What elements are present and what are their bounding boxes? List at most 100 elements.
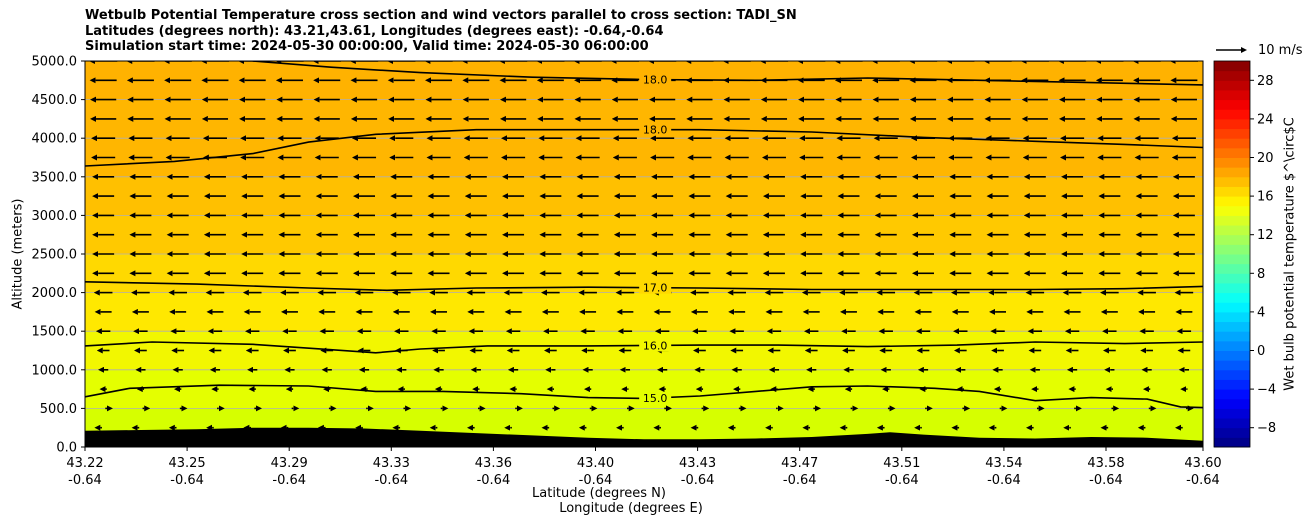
- contour-labels: 15.0 16.0 17.0 18.0 18.0: [639, 73, 672, 405]
- x-tick-label-lon: -0.64: [1186, 473, 1220, 488]
- x-tick-label-lon: -0.64: [681, 473, 715, 488]
- x-tick-label-lon: -0.64: [374, 473, 408, 488]
- x-tick-label-lat: 43.58: [1087, 456, 1124, 471]
- colorbar-tick-label: 28: [1257, 74, 1274, 89]
- colorbar-tick-label: 4: [1257, 305, 1265, 320]
- colorbar-step: [1214, 157, 1250, 168]
- colorbar-step: [1214, 128, 1250, 139]
- x-tick-label-lat: 43.51: [883, 456, 920, 471]
- contour-line: [85, 341, 1203, 354]
- colorbar-step: [1214, 360, 1250, 371]
- colorbar-step: [1214, 176, 1250, 187]
- chart-title: Wetbulb Potential Temperature cross sect…: [85, 8, 797, 55]
- x-tick-label-lat: 43.60: [1184, 456, 1221, 471]
- colorbar-step: [1214, 109, 1250, 120]
- colorbar-frame: [1213, 60, 1251, 448]
- colorbar-step: [1214, 196, 1250, 207]
- colorbar-tick-label: 16: [1257, 190, 1274, 205]
- x-tick-label-lon: -0.64: [272, 473, 306, 488]
- colorbar-tick-label: 24: [1257, 112, 1274, 127]
- colorbar-step: [1214, 321, 1250, 332]
- x-tick-label-lat: 43.36: [475, 456, 512, 471]
- field-band: [85, 176, 1203, 216]
- colorbar-step: [1214, 389, 1250, 400]
- colorbar-step: [1214, 254, 1250, 265]
- y-axis-label: Altitude (meters): [10, 198, 26, 310]
- title-line-1: Wetbulb Potential Temperature cross sect…: [85, 8, 797, 23]
- contour-label-bg: [639, 123, 672, 136]
- colorbar-step: [1214, 61, 1250, 72]
- colorbar-step: [1214, 398, 1250, 409]
- x-tick-label-lat: 43.29: [271, 456, 308, 471]
- colorbar-step: [1214, 244, 1250, 255]
- x-tick-label-lat: 43.25: [168, 456, 205, 471]
- x-axis-label-latitude: Latitude (degrees N): [532, 486, 666, 501]
- x-tick-label-lat: 43.40: [577, 456, 614, 471]
- colorbar-step: [1214, 147, 1250, 158]
- contour-line: [85, 128, 1203, 167]
- colorbar-step: [1214, 215, 1250, 226]
- colorbar-step: [1214, 331, 1250, 342]
- colorbar-step: [1214, 369, 1250, 380]
- title-line-2: Latitudes (degrees north): 43.21,43.61, …: [85, 23, 664, 39]
- colorbar-tick-label: 12: [1257, 228, 1274, 243]
- colorbar-step: [1214, 340, 1250, 351]
- colorbar-label: Wet bulb potential temperature $^\circ$C: [1282, 117, 1298, 391]
- colorbar-step: [1214, 70, 1250, 81]
- field-band: [85, 292, 1203, 332]
- colorbar-step: [1214, 302, 1250, 313]
- colorbar-step: [1214, 205, 1250, 216]
- colorbar-step: [1214, 234, 1250, 245]
- colorbar-step: [1214, 225, 1250, 236]
- colorbar-step: [1214, 437, 1250, 448]
- contour-label-bg: [639, 281, 672, 294]
- colorbar: −8 −4 0 4 8 12 16 20 24 28: [1213, 60, 1276, 448]
- y-tick-label: 3000.0: [32, 209, 78, 224]
- field-band: [85, 215, 1203, 254]
- colorbar-tick-label: 0: [1257, 344, 1265, 359]
- y-tick-label: 1500.0: [32, 325, 78, 340]
- colorbar-step: [1214, 186, 1250, 197]
- y-tick-label: 2500.0: [32, 248, 78, 263]
- colorbar-step: [1214, 89, 1250, 101]
- colorbar-step: [1214, 167, 1250, 178]
- y-axis-ticks: 0.0 500.0 1000.0 1500.0 2000.0 2500.0 3000.0 35…: [32, 55, 85, 456]
- wind-vectors: [88, 61, 1199, 431]
- x-tick-label-lon: -0.64: [477, 473, 511, 488]
- x-axis-ticks: 43.22 -0.64 43.25 -0.64 43.29 -0.64 43.33 -0.64…: [66, 447, 1222, 488]
- colorbar-step: [1214, 80, 1250, 91]
- colorbar-step: [1214, 311, 1250, 323]
- x-tick-label-lat: 43.33: [373, 456, 410, 471]
- terrain-fill: [85, 427, 1203, 447]
- y-tick-label: 3500.0: [32, 170, 78, 185]
- y-tick-label: 5000.0: [32, 55, 78, 70]
- colorbar-step: [1214, 379, 1250, 390]
- colorbar-tick-label: 20: [1257, 151, 1274, 166]
- contour-label-bg: [639, 73, 672, 86]
- x-tick-label-lat: 43.47: [781, 456, 818, 471]
- x-tick-label-lat: 43.54: [985, 456, 1022, 471]
- contour-line: [85, 384, 1203, 409]
- x-tick-label-lon: -0.64: [885, 473, 919, 488]
- x-axis-label-longitude: Longitude (degrees E): [559, 501, 703, 516]
- terrain: [85, 427, 1203, 447]
- colorbar-step: [1214, 273, 1250, 284]
- title-line-3: Simulation start time: 2024-05-30 00:00:…: [85, 39, 649, 54]
- x-tick-label-lon: -0.64: [68, 473, 102, 488]
- colorbar-step: [1214, 263, 1250, 274]
- contour-label: 18.0: [643, 74, 668, 87]
- x-tick-label-lon: -0.64: [987, 473, 1021, 488]
- colorbar-tick-label: 8: [1257, 267, 1265, 282]
- y-tick-label: 0.0: [56, 441, 77, 456]
- colorbar-step: [1214, 118, 1250, 130]
- colorbar-step: [1214, 138, 1250, 149]
- x-tick-label-lon: -0.64: [783, 473, 817, 488]
- colorbar-tick-label: −4: [1257, 383, 1276, 398]
- x-tick-label-lon: -0.64: [579, 473, 613, 488]
- contour-label: 17.0: [643, 282, 668, 295]
- y-tick-label: 4500.0: [32, 93, 78, 108]
- colorbar-step: [1214, 282, 1250, 294]
- contour-label: 16.0: [643, 339, 668, 352]
- y-tick-label: 4000.0: [32, 132, 78, 147]
